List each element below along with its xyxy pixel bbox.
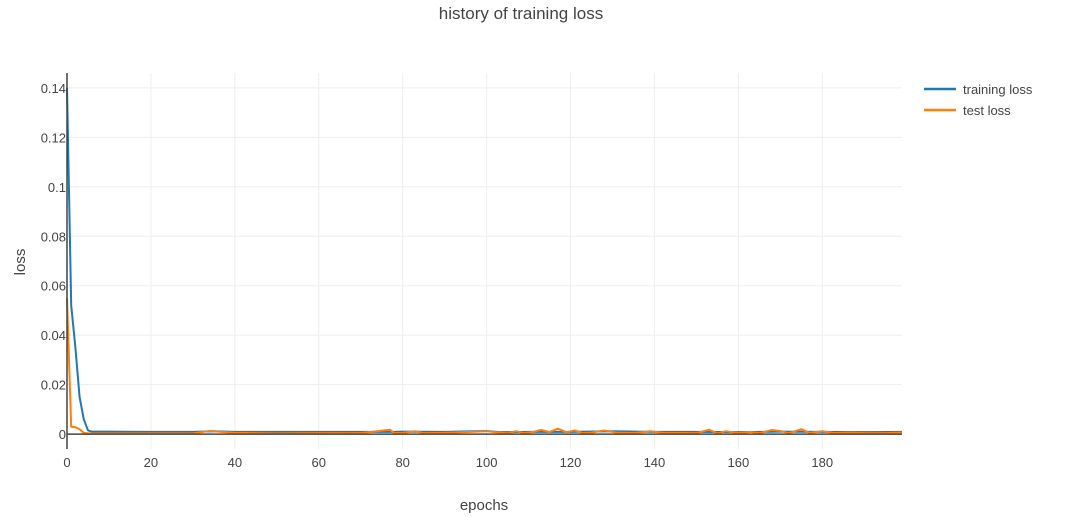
y-tick-label: 0.1 <box>48 180 66 195</box>
legend-label-training-loss: training loss <box>963 82 1033 97</box>
legend-label-test-loss: test loss <box>963 103 1011 118</box>
x-tick-label: 160 <box>728 455 750 470</box>
x-axis-ticks: 0 20 40 60 80 100 120 140 160 180 <box>63 455 833 470</box>
x-tick-label: 100 <box>476 455 498 470</box>
y-tick-label: 0.14 <box>41 81 66 96</box>
x-tick-label: 40 <box>228 455 242 470</box>
y-tick-label: 0 <box>59 427 66 442</box>
x-tick-label: 80 <box>395 455 409 470</box>
x-tick-label: 180 <box>811 455 833 470</box>
y-tick-label: 0.08 <box>41 229 66 244</box>
legend-item-training-loss[interactable]: training loss <box>924 82 1033 97</box>
y-axis-ticks: 0 0.02 0.04 0.06 0.08 0.1 0.12 0.14 <box>41 81 66 442</box>
x-tick-label: 60 <box>312 455 326 470</box>
chart-title: history of training loss <box>439 4 603 23</box>
series-layer <box>66 87 903 435</box>
x-tick-label: 140 <box>644 455 666 470</box>
y-tick-label: 0.04 <box>41 328 66 343</box>
x-gridlines <box>150 73 823 449</box>
y-tick-label: 0.02 <box>41 378 66 393</box>
y-axis-title: loss <box>12 249 29 276</box>
y-tick-label: 0.06 <box>41 279 66 294</box>
x-axis-title: epochs <box>460 497 508 514</box>
series-line-training-loss <box>66 87 903 434</box>
x-tick-label: 0 <box>63 455 70 470</box>
legend-item-test-loss[interactable]: test loss <box>924 103 1011 118</box>
series-line-test-loss <box>66 298 903 435</box>
legend[interactable]: training loss test loss <box>924 82 1033 118</box>
x-tick-label: 20 <box>144 455 158 470</box>
x-tick-label: 120 <box>560 455 582 470</box>
y-tick-label: 0.12 <box>41 130 66 145</box>
